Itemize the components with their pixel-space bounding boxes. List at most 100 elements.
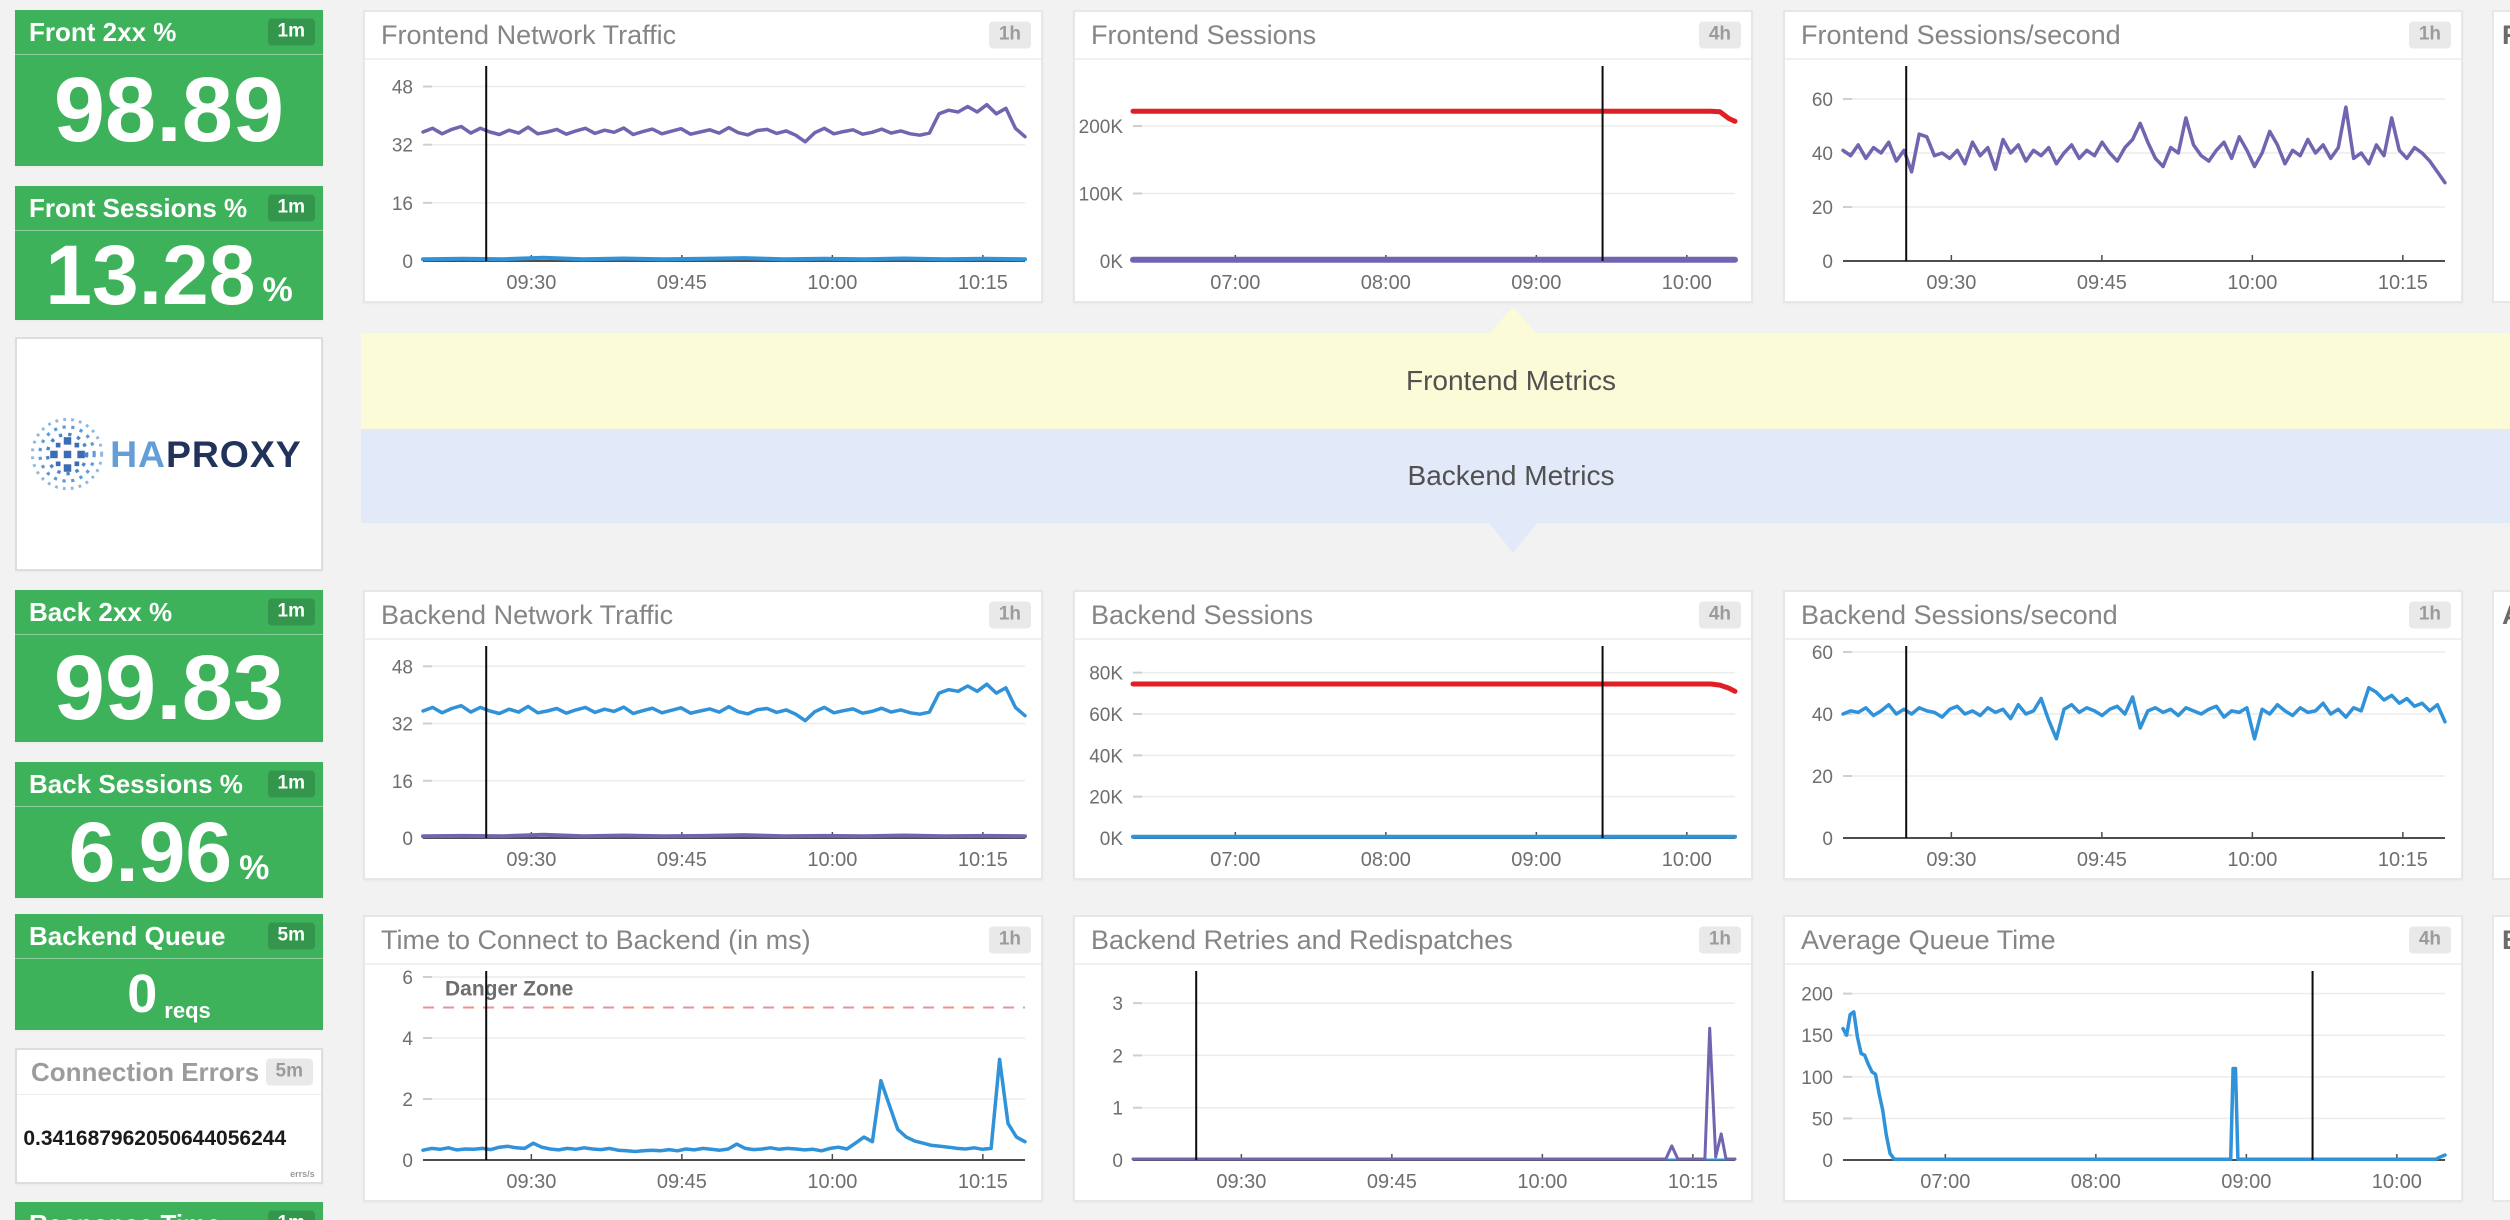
partial-panel-row2: A bbox=[2492, 590, 2510, 880]
interval-badge: 1m bbox=[267, 194, 315, 222]
chart-plot-area[interactable]: 0K 20K 40K 60K 80K 07:00 08:00 09:00 10:00 bbox=[1075, 640, 1751, 878]
stat-title[interactable]: Response Time bbox=[29, 1209, 221, 1220]
panel-header: Frontend Network Traffic 1h bbox=[365, 12, 1041, 60]
row-title-frontend-metrics[interactable]: Frontend Metrics bbox=[1405, 365, 1617, 396]
svg-text:10:00: 10:00 bbox=[807, 849, 857, 871]
stat-title[interactable]: Back 2xx % bbox=[29, 597, 173, 627]
stat-title[interactable]: Backend Queue bbox=[29, 921, 226, 951]
svg-text:20K: 20K bbox=[1089, 788, 1123, 809]
panel-title[interactable]: Frontend Sessions/second bbox=[1801, 20, 2121, 50]
stat-title[interactable]: Front Sessions % bbox=[29, 193, 248, 223]
panel-header: Frontend Sessions 4h bbox=[1075, 12, 1751, 60]
svg-text:09:45: 09:45 bbox=[2077, 272, 2127, 294]
chart-plot-area[interactable]: 0 20 40 60 09:30 09:45 10:00 10:15 bbox=[1785, 60, 2461, 301]
svg-text:6: 6 bbox=[402, 968, 413, 989]
svg-text:09:00: 09:00 bbox=[1511, 849, 1561, 871]
chart-plot-area[interactable]: 0 2 4 6 Danger Zone 09:30 09:45 10:00 10:15 bbox=[365, 965, 1041, 1200]
panel-title[interactable]: Backend Sessions/second bbox=[1801, 600, 2118, 630]
svg-text:10:15: 10:15 bbox=[958, 1171, 1008, 1193]
svg-text:10:00: 10:00 bbox=[807, 272, 857, 294]
panel-title[interactable]: Frontend Sessions bbox=[1091, 20, 1317, 50]
chart-plot-area[interactable]: 0 1 2 3 09:30 09:45 10:00 10:15 bbox=[1075, 965, 1751, 1200]
svg-text:0K: 0K bbox=[1100, 829, 1124, 850]
svg-text:100: 100 bbox=[1801, 1068, 1833, 1089]
svg-text:48: 48 bbox=[392, 78, 413, 99]
panel-frontend-sessions-per-second: Frontend Sessions/second 1h 0 20 40 60 09:30… bbox=[1783, 10, 2463, 303]
interval-badge: 1h bbox=[988, 21, 1031, 49]
svg-text:10:00: 10:00 bbox=[2227, 849, 2277, 871]
stat-panel-header: Front Sessions % 1m bbox=[15, 186, 323, 231]
interval-badge: 4h bbox=[1698, 21, 1741, 49]
svg-text:09:30: 09:30 bbox=[1926, 849, 1976, 871]
chart-plot-area[interactable]: 0 16 32 48 09:30 09:45 10:00 10:15 bbox=[365, 60, 1041, 301]
svg-text:16: 16 bbox=[392, 194, 413, 215]
svg-text:4: 4 bbox=[402, 1029, 413, 1050]
interval-badge: 5m bbox=[267, 922, 315, 950]
chart-plot-area[interactable]: 0K 100K 200K 07:00 08:00 09:00 10:00 bbox=[1075, 60, 1751, 301]
row-header-backend-metrics: Backend Metrics bbox=[361, 429, 2510, 523]
chart-plot-area[interactable]: 0 50 100 150 200 07:00 08:00 09:00 10:00 bbox=[1785, 965, 2461, 1200]
stat-title[interactable]: Front 2xx % bbox=[29, 17, 177, 47]
haproxy-logo: HAPROXY bbox=[30, 417, 301, 491]
interval-badge: 5m bbox=[265, 1058, 313, 1086]
panel-title[interactable]: Time to Connect to Backend (in ms) bbox=[381, 925, 811, 955]
stat-panel-header: Front 2xx % 1m bbox=[15, 10, 323, 55]
chart-plot-area[interactable]: 0 20 40 60 09:30 09:45 10:00 10:15 bbox=[1785, 640, 2461, 878]
stat-panel-response-time: Response Time 1m bbox=[15, 1202, 323, 1220]
interval-badge: 4h bbox=[1698, 601, 1741, 629]
panel-title[interactable]: Frontend Network Traffic bbox=[381, 20, 677, 50]
panel-title[interactable]: Average Queue Time bbox=[1801, 925, 2056, 955]
stat-panel-front-sessions: Front Sessions % 1m 13.28 % bbox=[15, 186, 323, 320]
svg-text:80K: 80K bbox=[1089, 664, 1123, 685]
svg-text:09:45: 09:45 bbox=[2077, 849, 2127, 871]
interval-badge: 1h bbox=[2408, 21, 2451, 49]
svg-text:0K: 0K bbox=[1100, 252, 1124, 273]
haproxy-logo-panel: HAPROXY bbox=[15, 337, 323, 571]
panel-header: Time to Connect to Backend (in ms) 1h bbox=[365, 917, 1041, 965]
panel-title[interactable]: Backend Network Traffic bbox=[381, 600, 674, 630]
panel-frontend-network-traffic: Frontend Network Traffic 1h 0 16 32 48 09:30… bbox=[363, 10, 1043, 303]
stat-number: 13.28 bbox=[45, 228, 256, 322]
stat-unit: errs/s bbox=[290, 1169, 315, 1179]
svg-text:09:45: 09:45 bbox=[657, 849, 707, 871]
svg-text:10:15: 10:15 bbox=[2378, 272, 2428, 294]
stat-number: 98.89 bbox=[53, 59, 285, 161]
svg-text:200: 200 bbox=[1801, 985, 1833, 1006]
svg-text:09:30: 09:30 bbox=[1216, 1171, 1266, 1193]
partial-panel-title: F bbox=[2494, 12, 2510, 58]
svg-text:50: 50 bbox=[1812, 1109, 1833, 1130]
svg-text:2: 2 bbox=[1112, 1046, 1123, 1067]
panel-title[interactable]: Backend Retries and Redispatches bbox=[1091, 925, 1513, 955]
svg-text:2: 2 bbox=[402, 1090, 413, 1111]
panel-header: Backend Retries and Redispatches 1h bbox=[1075, 917, 1751, 965]
panel-frontend-sessions: Frontend Sessions 4h 0K 100K 200K 07:00 08:0… bbox=[1073, 10, 1753, 303]
interval-badge: 1m bbox=[267, 18, 315, 46]
stat-number: 99.83 bbox=[53, 637, 285, 739]
panel-header: Frontend Sessions/second 1h bbox=[1785, 12, 2461, 60]
interval-badge: 1h bbox=[988, 926, 1031, 954]
stat-panel-front-2xx: Front 2xx % 1m 98.89 bbox=[15, 10, 323, 166]
stat-number: 0 bbox=[127, 964, 158, 1024]
svg-text:09:30: 09:30 bbox=[506, 849, 556, 871]
interval-badge: 4h bbox=[2408, 926, 2451, 954]
svg-text:07:00: 07:00 bbox=[1920, 1171, 1970, 1193]
svg-text:100K: 100K bbox=[1079, 185, 1124, 206]
stat-title[interactable]: Connection Errors bbox=[31, 1057, 260, 1087]
stat-title[interactable]: Back Sessions % bbox=[29, 769, 243, 799]
svg-text:40: 40 bbox=[1812, 144, 1833, 165]
partial-panel-title: B bbox=[2494, 917, 2510, 963]
stat-value: 13.28 % bbox=[15, 230, 323, 320]
svg-text:0: 0 bbox=[402, 829, 413, 850]
svg-text:32: 32 bbox=[392, 715, 413, 736]
svg-text:09:00: 09:00 bbox=[1511, 272, 1561, 294]
stat-value: 0.341687962050644056244 errs/s bbox=[17, 1094, 321, 1182]
stat-panel-header: Response Time 1m bbox=[15, 1202, 323, 1220]
partial-panel-row3: B bbox=[2492, 915, 2510, 1202]
svg-text:07:00: 07:00 bbox=[1210, 849, 1260, 871]
row-title-backend-metrics[interactable]: Backend Metrics bbox=[1407, 460, 1615, 491]
panel-title[interactable]: Backend Sessions bbox=[1091, 600, 1314, 630]
chart-plot-area[interactable]: 0 16 32 48 09:30 09:45 10:00 10:15 bbox=[365, 640, 1041, 878]
svg-text:10:15: 10:15 bbox=[958, 849, 1008, 871]
svg-text:20: 20 bbox=[1812, 767, 1833, 788]
row-collapse-arrow-down bbox=[1489, 523, 1537, 553]
